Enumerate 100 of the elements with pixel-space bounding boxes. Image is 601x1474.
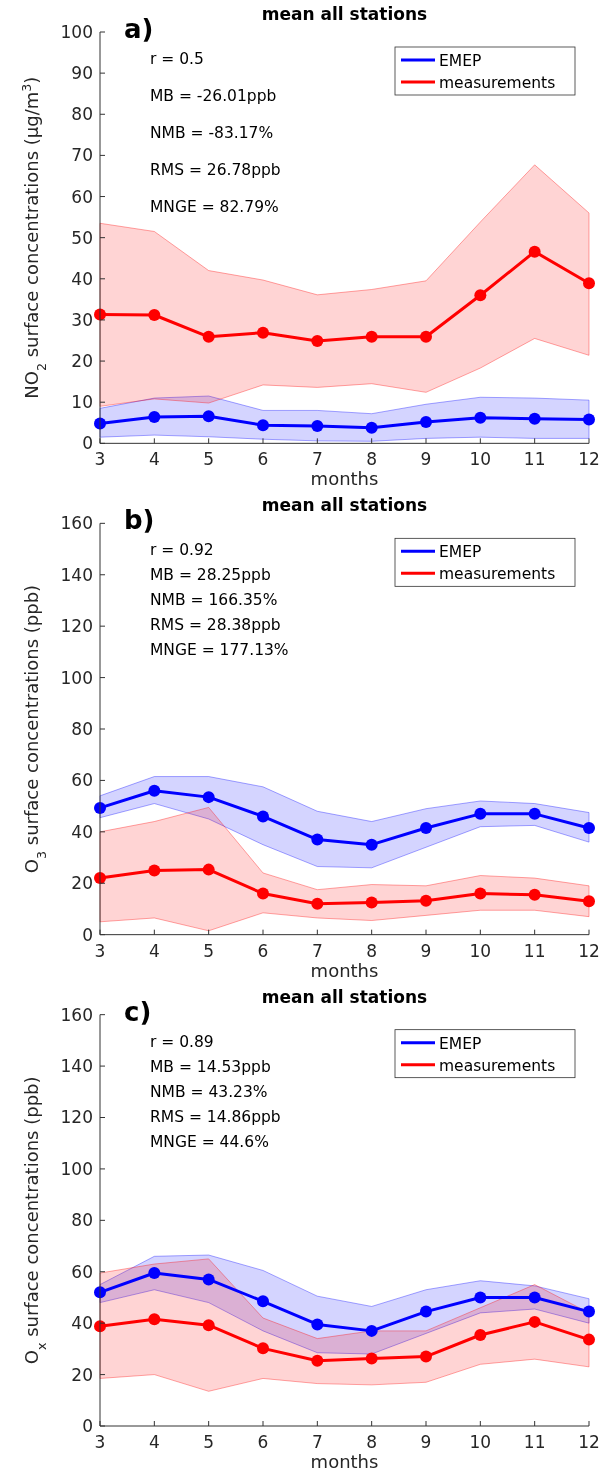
y-tick-label: 140 — [60, 1056, 93, 1077]
point — [420, 1350, 432, 1363]
point — [528, 412, 541, 425]
y-tick-label: 60 — [71, 186, 93, 207]
x-tick-label: 5 — [203, 940, 215, 961]
point — [474, 1328, 487, 1341]
point — [365, 421, 378, 434]
point — [202, 1319, 215, 1332]
point — [474, 289, 487, 302]
x-tick-label: 10 — [469, 940, 492, 961]
annotation: MNGE = 82.79% — [150, 198, 279, 216]
x-tick-label: 12 — [578, 1432, 600, 1452]
point — [474, 411, 487, 424]
y-tick-label: 70 — [71, 145, 93, 166]
annotation: a) — [124, 14, 154, 44]
y-tick-label: 80 — [71, 104, 93, 125]
x-axis-title: months — [310, 468, 379, 490]
point — [311, 420, 324, 433]
point — [583, 895, 595, 908]
annotation: NMB = 43.23% — [150, 1082, 268, 1101]
y-tick-label: 30 — [71, 309, 93, 330]
point — [420, 330, 432, 343]
y-tick-label: 60 — [71, 1261, 93, 1282]
point — [583, 1305, 595, 1318]
x-tick-label: 12 — [578, 940, 600, 961]
annotation: r = 0.89 — [150, 1032, 214, 1051]
y-tick-label: 50 — [71, 227, 93, 248]
point — [202, 330, 215, 343]
point — [528, 1291, 541, 1304]
point — [583, 277, 595, 290]
y-tick-label: 80 — [71, 719, 93, 739]
x-tick-label: 5 — [203, 449, 215, 470]
x-tick-label: 3 — [94, 940, 106, 961]
point — [365, 1352, 378, 1365]
point — [257, 887, 269, 900]
y-tick-label: 90 — [71, 63, 93, 84]
x-tick-label: 4 — [148, 449, 160, 470]
point — [202, 1273, 215, 1286]
x-tick-label: 11 — [523, 1432, 546, 1452]
annotation: NMB = 166.35% — [150, 591, 278, 610]
x-tick-label: 12 — [578, 449, 600, 470]
point — [257, 326, 269, 339]
y-tick-label: 10 — [71, 392, 93, 413]
x-tick-label: 9 — [420, 940, 432, 961]
point — [420, 821, 432, 834]
x-tick-label: 9 — [420, 449, 432, 470]
chart-title: mean all stations — [261, 986, 428, 1007]
point — [148, 1267, 161, 1280]
chart-title: mean all stations — [261, 4, 428, 24]
point — [474, 1291, 487, 1304]
y-tick-label: 100 — [60, 1158, 93, 1179]
point — [311, 334, 324, 347]
point — [148, 309, 161, 321]
x-tick-label: 10 — [469, 1432, 492, 1452]
annotation: RMS = 28.38ppb — [150, 616, 281, 635]
x-tick-label: 4 — [148, 940, 160, 961]
point — [474, 887, 487, 900]
point — [528, 245, 541, 258]
y-tick-label: 140 — [60, 564, 93, 585]
x-axis-title: months — [310, 1451, 379, 1472]
point — [311, 1318, 324, 1331]
y-tick-label: 0 — [82, 1416, 93, 1436]
point — [420, 894, 432, 907]
point — [311, 897, 324, 910]
y-tick-label: 40 — [71, 268, 93, 289]
x-tick-label: 6 — [257, 449, 269, 470]
annotation: RMS = 26.78ppb — [150, 161, 281, 179]
point — [583, 413, 595, 426]
x-tick-label: 11 — [523, 449, 546, 470]
y-tick-label: 120 — [60, 616, 93, 637]
point — [528, 888, 541, 901]
annotation: c) — [124, 996, 152, 1027]
chart-title: mean all stations — [261, 495, 428, 516]
point — [257, 1342, 269, 1355]
x-tick-label: 9 — [420, 1432, 432, 1452]
y-tick-label: 20 — [71, 873, 93, 894]
point — [528, 1315, 541, 1328]
y-tick-label: 60 — [71, 770, 93, 791]
point — [148, 1313, 161, 1326]
point — [365, 838, 378, 851]
legend-label: measurements — [439, 565, 556, 584]
annotation: MB = 14.53ppb — [150, 1057, 271, 1076]
point — [202, 863, 215, 876]
point — [257, 419, 269, 432]
point — [474, 807, 487, 820]
point — [311, 1354, 324, 1367]
x-tick-label: 7 — [311, 940, 323, 961]
x-tick-label: 3 — [94, 449, 106, 470]
point — [420, 1305, 432, 1318]
x-tick-label: 5 — [203, 1432, 215, 1452]
point — [365, 896, 378, 909]
x-tick-label: 6 — [257, 940, 269, 961]
point — [257, 810, 269, 823]
x-tick-label: 4 — [148, 1432, 160, 1452]
y-tick-label: 40 — [71, 1313, 93, 1334]
legend-label: EMEP — [439, 543, 482, 562]
y-tick-label: 160 — [60, 513, 93, 534]
y-tick-label: 100 — [60, 22, 93, 42]
annotation: RMS = 14.86ppb — [150, 1107, 281, 1126]
x-tick-label: 8 — [366, 1432, 378, 1452]
